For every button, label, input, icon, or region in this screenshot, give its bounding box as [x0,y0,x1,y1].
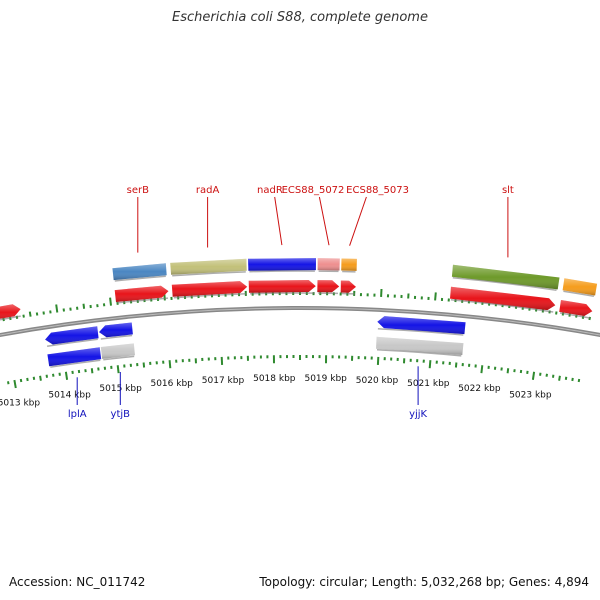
rada-forward-cds-block-shadow [172,271,246,277]
reverse-gene-block-shade [99,322,133,338]
tick-outer [35,312,39,316]
tick-inner [506,368,510,374]
tick-inner [7,381,10,385]
tick-label: 5013 kbp [0,399,40,409]
tick-inner [480,365,484,374]
tick-label: 5016 kbp [150,379,193,389]
ecs88-5073-forward-cds-block-shade [341,258,357,271]
forward-gene-block-shade [0,304,21,319]
forward-gene-block-shade [317,280,340,293]
tick-label: 5019 kbp [304,374,347,384]
tick-marks [1,287,591,389]
tick-inner [64,371,69,380]
serb-label: serB [127,185,149,196]
feature-tracks [0,258,598,368]
forward-gene-block-shade [248,280,316,293]
genome-backbone [0,306,600,338]
serb-forward-cds-block-shadow [114,275,166,282]
backbone-highlight [0,307,600,336]
tick-outer [55,304,59,313]
ecs88-5073-leader [349,196,367,246]
nadr-forward-cds-block-shadow [249,270,315,273]
nadr-forward-cds-block-shade [248,258,316,271]
tick-inner [531,371,536,380]
tick-inner [545,373,548,377]
reverse-gene-block-shadow [100,334,133,340]
reverse-gene-block-shade [377,316,466,335]
tick-label: 5021 kbp [407,379,450,389]
tick-outer [434,292,437,301]
slt-label: slt [502,185,514,196]
tick-outer [109,297,112,306]
tick-inner [577,378,581,383]
slt-forward-cds-block-shade [451,264,560,290]
forward-gene-block-shadow [117,297,169,304]
tick-label: 5014 kbp [48,391,91,401]
tick-inner [558,375,561,381]
forward-cds-block-shade [562,278,598,296]
tick-inner [26,377,29,382]
tick-label: 5022 kbp [458,384,501,394]
tick-inner [52,373,55,377]
lpla-reverse-cds-block-shadow [50,359,101,368]
ytjb-reverse-cds-block-shadow [103,355,135,361]
forward-gene-block-shade [450,286,556,311]
forward-gene-block-shade [171,281,248,297]
tick-label: 5017 kbp [202,376,245,386]
ytjb-label: ytjB [111,409,131,420]
ecs88-5072-leader [318,196,330,246]
forward-gene-block-shadow [173,293,247,299]
forward-gene-block-shade [340,280,356,293]
tick-inner [19,378,23,383]
tick-label: 5023 kbp [509,391,552,401]
tick-inner [39,375,42,381]
nadr-label: nadR [257,185,283,196]
reverse-gene-block-shadow [46,338,98,348]
yjjk-reverse-cds-block-shade [376,336,464,355]
ytjb-reverse-cds-block-shade [100,343,135,359]
tick-outer [22,314,25,318]
tick-inner [168,360,172,369]
lpla-reverse-cds-block-shade [47,347,102,367]
ecs88-5072-label: ECS88_5072 [282,185,345,196]
topology-label: Topology: circular; Length: 5,032,268 bp… [259,575,589,589]
tick-label: 5020 kbp [356,376,399,386]
lpla-label: lplA [68,409,87,420]
rada-forward-cds-block-shade [170,258,247,275]
map-title: Escherichia coli S88, complete genome [172,10,428,25]
tick-inner [564,376,568,380]
tick-outer [82,303,86,309]
ecs88-5072-forward-cds-block-shade [317,258,340,271]
tick-inner [116,365,120,374]
tick-inner [32,376,36,380]
tick-inner [428,360,432,369]
tick-inner [571,377,574,382]
accession-label: Accession: NC_011742 [9,575,146,589]
forward-gene-block-shadow [559,312,591,319]
tick-outer [28,311,32,317]
slt-forward-cds-block-shadow [452,277,557,291]
forward-gene-block-shade [114,285,169,302]
reverse-gene-block-shade [45,326,99,345]
ecs88-5073-label: ECS88_5073 [346,185,409,196]
tick-inner [142,362,146,368]
tick-label: 5018 kbp [253,374,296,384]
tick-inner [90,368,94,374]
forward-gene-block-shadow [450,298,554,313]
reverse-gene-block-shadow [377,328,464,336]
rada-label: radA [196,185,220,196]
nadr-leader [274,196,283,246]
tick-inner [13,379,17,389]
tick-inner [454,362,458,368]
forward-gene-block-shadow [250,292,315,295]
forward-gene-block-shadow [0,315,21,321]
yjjk-reverse-cds-block-shadow [376,349,462,357]
serb-forward-cds-block-shade [112,263,167,281]
forward-gene-block-shade [559,300,593,316]
forward-cds-block-shadow [563,290,595,298]
yjjk-label: yjjK [409,409,427,420]
